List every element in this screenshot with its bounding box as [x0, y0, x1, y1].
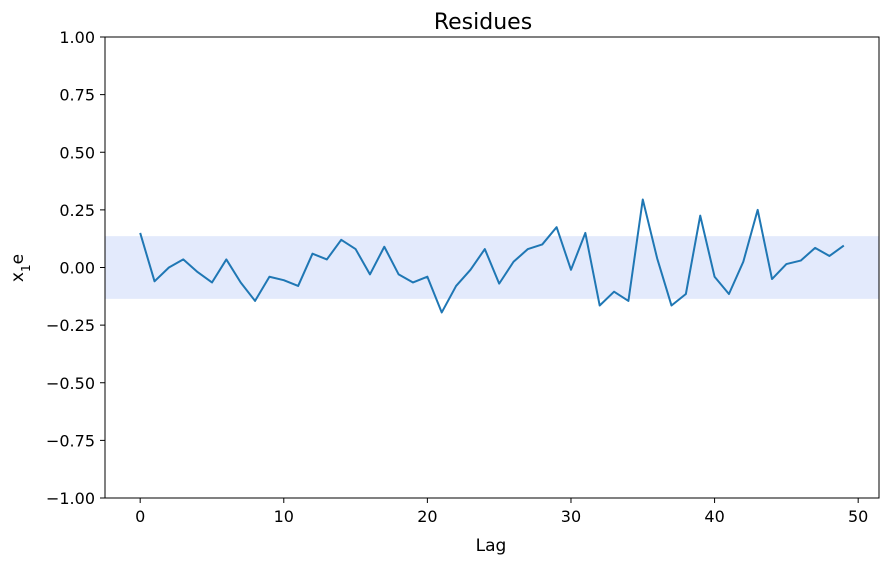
data-point: [800, 260, 802, 262]
y-tick-label: −1.00: [46, 489, 95, 508]
data-point: [656, 257, 658, 259]
data-point: [398, 273, 400, 275]
data-point: [613, 291, 615, 293]
data-point: [426, 276, 428, 278]
data-point: [312, 253, 314, 255]
data-point: [498, 283, 500, 285]
data-point: [412, 281, 414, 283]
data-point: [699, 215, 701, 217]
y-tick-label: −0.75: [46, 431, 95, 450]
data-point: [685, 293, 687, 295]
data-point: [599, 305, 601, 307]
y-axis-label-suffix: e: [8, 254, 28, 264]
y-tick-label: 0.75: [59, 86, 95, 105]
data-point: [326, 258, 328, 260]
data-point: [455, 285, 457, 287]
data-point: [843, 245, 845, 247]
data-point: [369, 273, 371, 275]
y-axis-label: x1e: [8, 254, 33, 282]
data-point: [513, 261, 515, 263]
data-point: [340, 239, 342, 241]
data-point: [484, 248, 486, 250]
data-point: [714, 276, 716, 278]
data-point: [670, 305, 672, 307]
data-point: [556, 226, 558, 228]
data-point: [254, 300, 256, 302]
data-point: [154, 280, 156, 282]
data-point: [757, 209, 759, 211]
data-point: [197, 271, 199, 273]
series-line-layer: [139, 198, 845, 314]
data-point: [469, 269, 471, 271]
y-tick-label: 0.50: [59, 143, 95, 162]
series-line: [139, 198, 845, 314]
data-point: [225, 258, 227, 260]
data-point: [240, 281, 242, 283]
data-point: [283, 279, 285, 281]
data-point: [139, 232, 141, 234]
data-point: [642, 199, 644, 201]
x-tick-label: 40: [704, 507, 724, 526]
y-tick-label: 0.00: [59, 259, 95, 278]
x-tick-label: 10: [274, 507, 294, 526]
x-axis-label: Lag: [476, 536, 507, 556]
x-tick-label: 50: [848, 507, 868, 526]
data-point: [570, 269, 572, 271]
data-point: [355, 248, 357, 250]
data-point: [268, 276, 270, 278]
data-point: [742, 261, 744, 263]
x-tick-label: 0: [135, 507, 145, 526]
x-tick-label: 30: [561, 507, 581, 526]
data-point: [814, 247, 816, 249]
data-point: [728, 293, 730, 295]
data-point: [828, 255, 830, 257]
data-point: [785, 263, 787, 265]
data-point: [771, 278, 773, 280]
data-point: [168, 267, 170, 269]
data-point: [584, 232, 586, 234]
data-point: [527, 248, 529, 250]
y-axis-label-subscript: 1: [19, 264, 33, 272]
chart-title: Residues: [434, 10, 532, 35]
data-point: [627, 300, 629, 302]
data-point: [441, 311, 443, 313]
data-point: [297, 285, 299, 287]
data-point: [541, 243, 543, 245]
y-axis-label-main: x: [8, 272, 28, 282]
x-tick-label: 20: [417, 507, 437, 526]
data-point: [211, 281, 213, 283]
y-tick-label: 1.00: [59, 28, 95, 47]
y-tick-label: 0.25: [59, 201, 95, 220]
data-point: [182, 258, 184, 260]
x-ticks-layer: 0 10 20 30 40 50: [135, 498, 868, 526]
y-tick-label: −0.50: [46, 374, 95, 393]
data-point: [383, 246, 385, 248]
y-tick-label: −0.25: [46, 316, 95, 335]
y-ticks-layer: −1.00 −0.75 −0.50 −0.25 0.00 0.25 0.50 0.75 1.00: [46, 28, 105, 508]
